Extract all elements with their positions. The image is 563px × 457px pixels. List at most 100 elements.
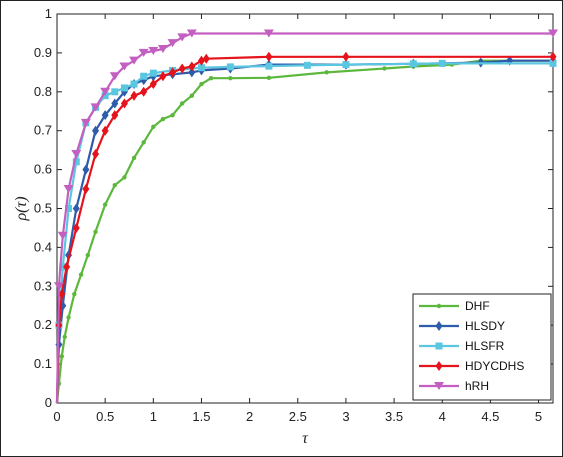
data-point-marker <box>228 75 233 81</box>
data-point-marker <box>129 56 140 65</box>
y-tick-label: 0.6 <box>34 162 52 177</box>
data-point-marker <box>549 51 557 62</box>
y-tick-label: 0.2 <box>34 317 52 332</box>
data-point-marker <box>151 124 156 130</box>
data-point-marker <box>131 155 137 161</box>
data-point-marker <box>63 261 71 272</box>
data-point-marker <box>141 140 146 145</box>
y-tick-label: 0.4 <box>34 239 52 254</box>
data-point-marker <box>140 72 148 80</box>
data-point-marker <box>342 61 350 69</box>
data-point-marker <box>149 79 157 90</box>
legend-marker-swatch <box>436 303 442 309</box>
data-point-marker <box>157 45 168 54</box>
data-point-marker <box>72 203 80 214</box>
x-tick-label: 3 <box>342 409 349 424</box>
data-point-marker <box>120 98 128 109</box>
y-tick-label: 0.3 <box>34 278 52 293</box>
legend-entry: hRH <box>419 379 489 393</box>
y-tick-label: 0 <box>45 395 52 410</box>
data-point-marker <box>111 88 119 96</box>
x-tick-label: 0.5 <box>96 409 114 424</box>
data-point-marker <box>226 63 234 71</box>
legend-entry: HLSFR <box>419 339 505 353</box>
data-point-marker <box>53 282 64 291</box>
data-point-marker <box>548 29 558 38</box>
data-point-marker <box>266 75 272 80</box>
legend: DHF HLSDY HLSFR HDYCDHS hRH <box>412 293 552 401</box>
y-tick-label: 1 <box>45 6 52 21</box>
data-point-marker <box>549 59 557 67</box>
legend-label: HLSFR <box>465 339 505 353</box>
x-tick-label: 4.5 <box>481 409 499 424</box>
data-point-marker <box>78 272 84 277</box>
legend-marker-swatch <box>435 361 443 371</box>
data-point-marker <box>102 202 108 207</box>
data-point-marker <box>57 231 68 240</box>
data-point-marker <box>265 62 273 70</box>
data-point-marker <box>197 64 205 72</box>
data-point-marker <box>101 125 109 136</box>
x-tick-label: 2 <box>246 409 253 424</box>
data-point-marker <box>265 51 273 62</box>
data-point-marker <box>186 29 197 38</box>
tick-labels: 0 0.5 1 1.5 2 2.5 3 3.5 4 4.5 5 0 0.1 0.2 0.3 0.4 0.5 0.6… <box>34 6 542 424</box>
data-point-marker <box>65 205 73 212</box>
data-point-marker <box>100 87 111 96</box>
legend-label: HDYCDHS <box>465 359 524 373</box>
x-tick-label: 5 <box>535 409 542 424</box>
x-tick-label: 4 <box>439 409 446 424</box>
data-point-marker <box>80 118 91 127</box>
data-point-marker <box>82 164 90 175</box>
legend-marker-swatch <box>435 342 443 350</box>
data-point-marker <box>111 98 119 109</box>
legend-label: HLSDY <box>465 319 505 333</box>
data-point-marker <box>119 62 130 71</box>
data-point-marker <box>59 354 65 359</box>
data-point-marker <box>180 101 185 106</box>
data-point-marker <box>92 125 100 136</box>
y-tick-label: 0.5 <box>34 201 52 216</box>
y-tick-label: 0.9 <box>34 45 52 60</box>
legend-label: hRH <box>465 379 489 393</box>
data-point-marker <box>92 149 100 160</box>
data-point-marker <box>382 66 387 71</box>
data-point-marker <box>63 185 74 194</box>
data-point-marker <box>62 334 67 340</box>
data-point-marker <box>72 158 80 166</box>
data-point-marker <box>130 80 138 88</box>
data-point-marker <box>169 67 177 78</box>
data-point-marker <box>409 60 417 68</box>
data-point-marker <box>170 112 175 118</box>
data-point-marker <box>109 72 120 81</box>
x-tick-label: 1 <box>150 409 157 424</box>
y-tick-label: 0.7 <box>34 123 52 138</box>
data-point-marker <box>58 289 66 300</box>
data-point-marker <box>159 71 167 82</box>
data-point-marker <box>167 39 178 48</box>
legend-entry: DHF <box>419 299 490 313</box>
data-point-marker <box>263 29 274 38</box>
legend-label: DHF <box>465 299 490 313</box>
x-tick-label: 1.5 <box>192 409 210 424</box>
data-point-marker <box>130 90 138 101</box>
data-point-marker <box>199 81 204 87</box>
y-tick-label: 0.1 <box>34 356 52 371</box>
data-point-marker <box>112 182 117 188</box>
data-point-marker <box>178 63 186 74</box>
data-point-marker <box>82 184 90 195</box>
data-point-marker <box>138 48 149 57</box>
data-point-marker <box>324 70 329 75</box>
data-point-marker <box>149 69 157 77</box>
data-point-marker <box>122 175 127 180</box>
data-point-marker <box>120 84 128 92</box>
x-tick-label: 3.5 <box>385 409 403 424</box>
x-tick-label: 0 <box>53 409 60 424</box>
y-tick-label: 0.8 <box>34 84 52 99</box>
legend-marker-swatch <box>434 382 444 390</box>
data-point-marker <box>303 61 311 69</box>
data-point-marker <box>111 110 119 121</box>
legend-marker-swatch <box>435 321 443 331</box>
data-point-marker <box>148 46 159 55</box>
